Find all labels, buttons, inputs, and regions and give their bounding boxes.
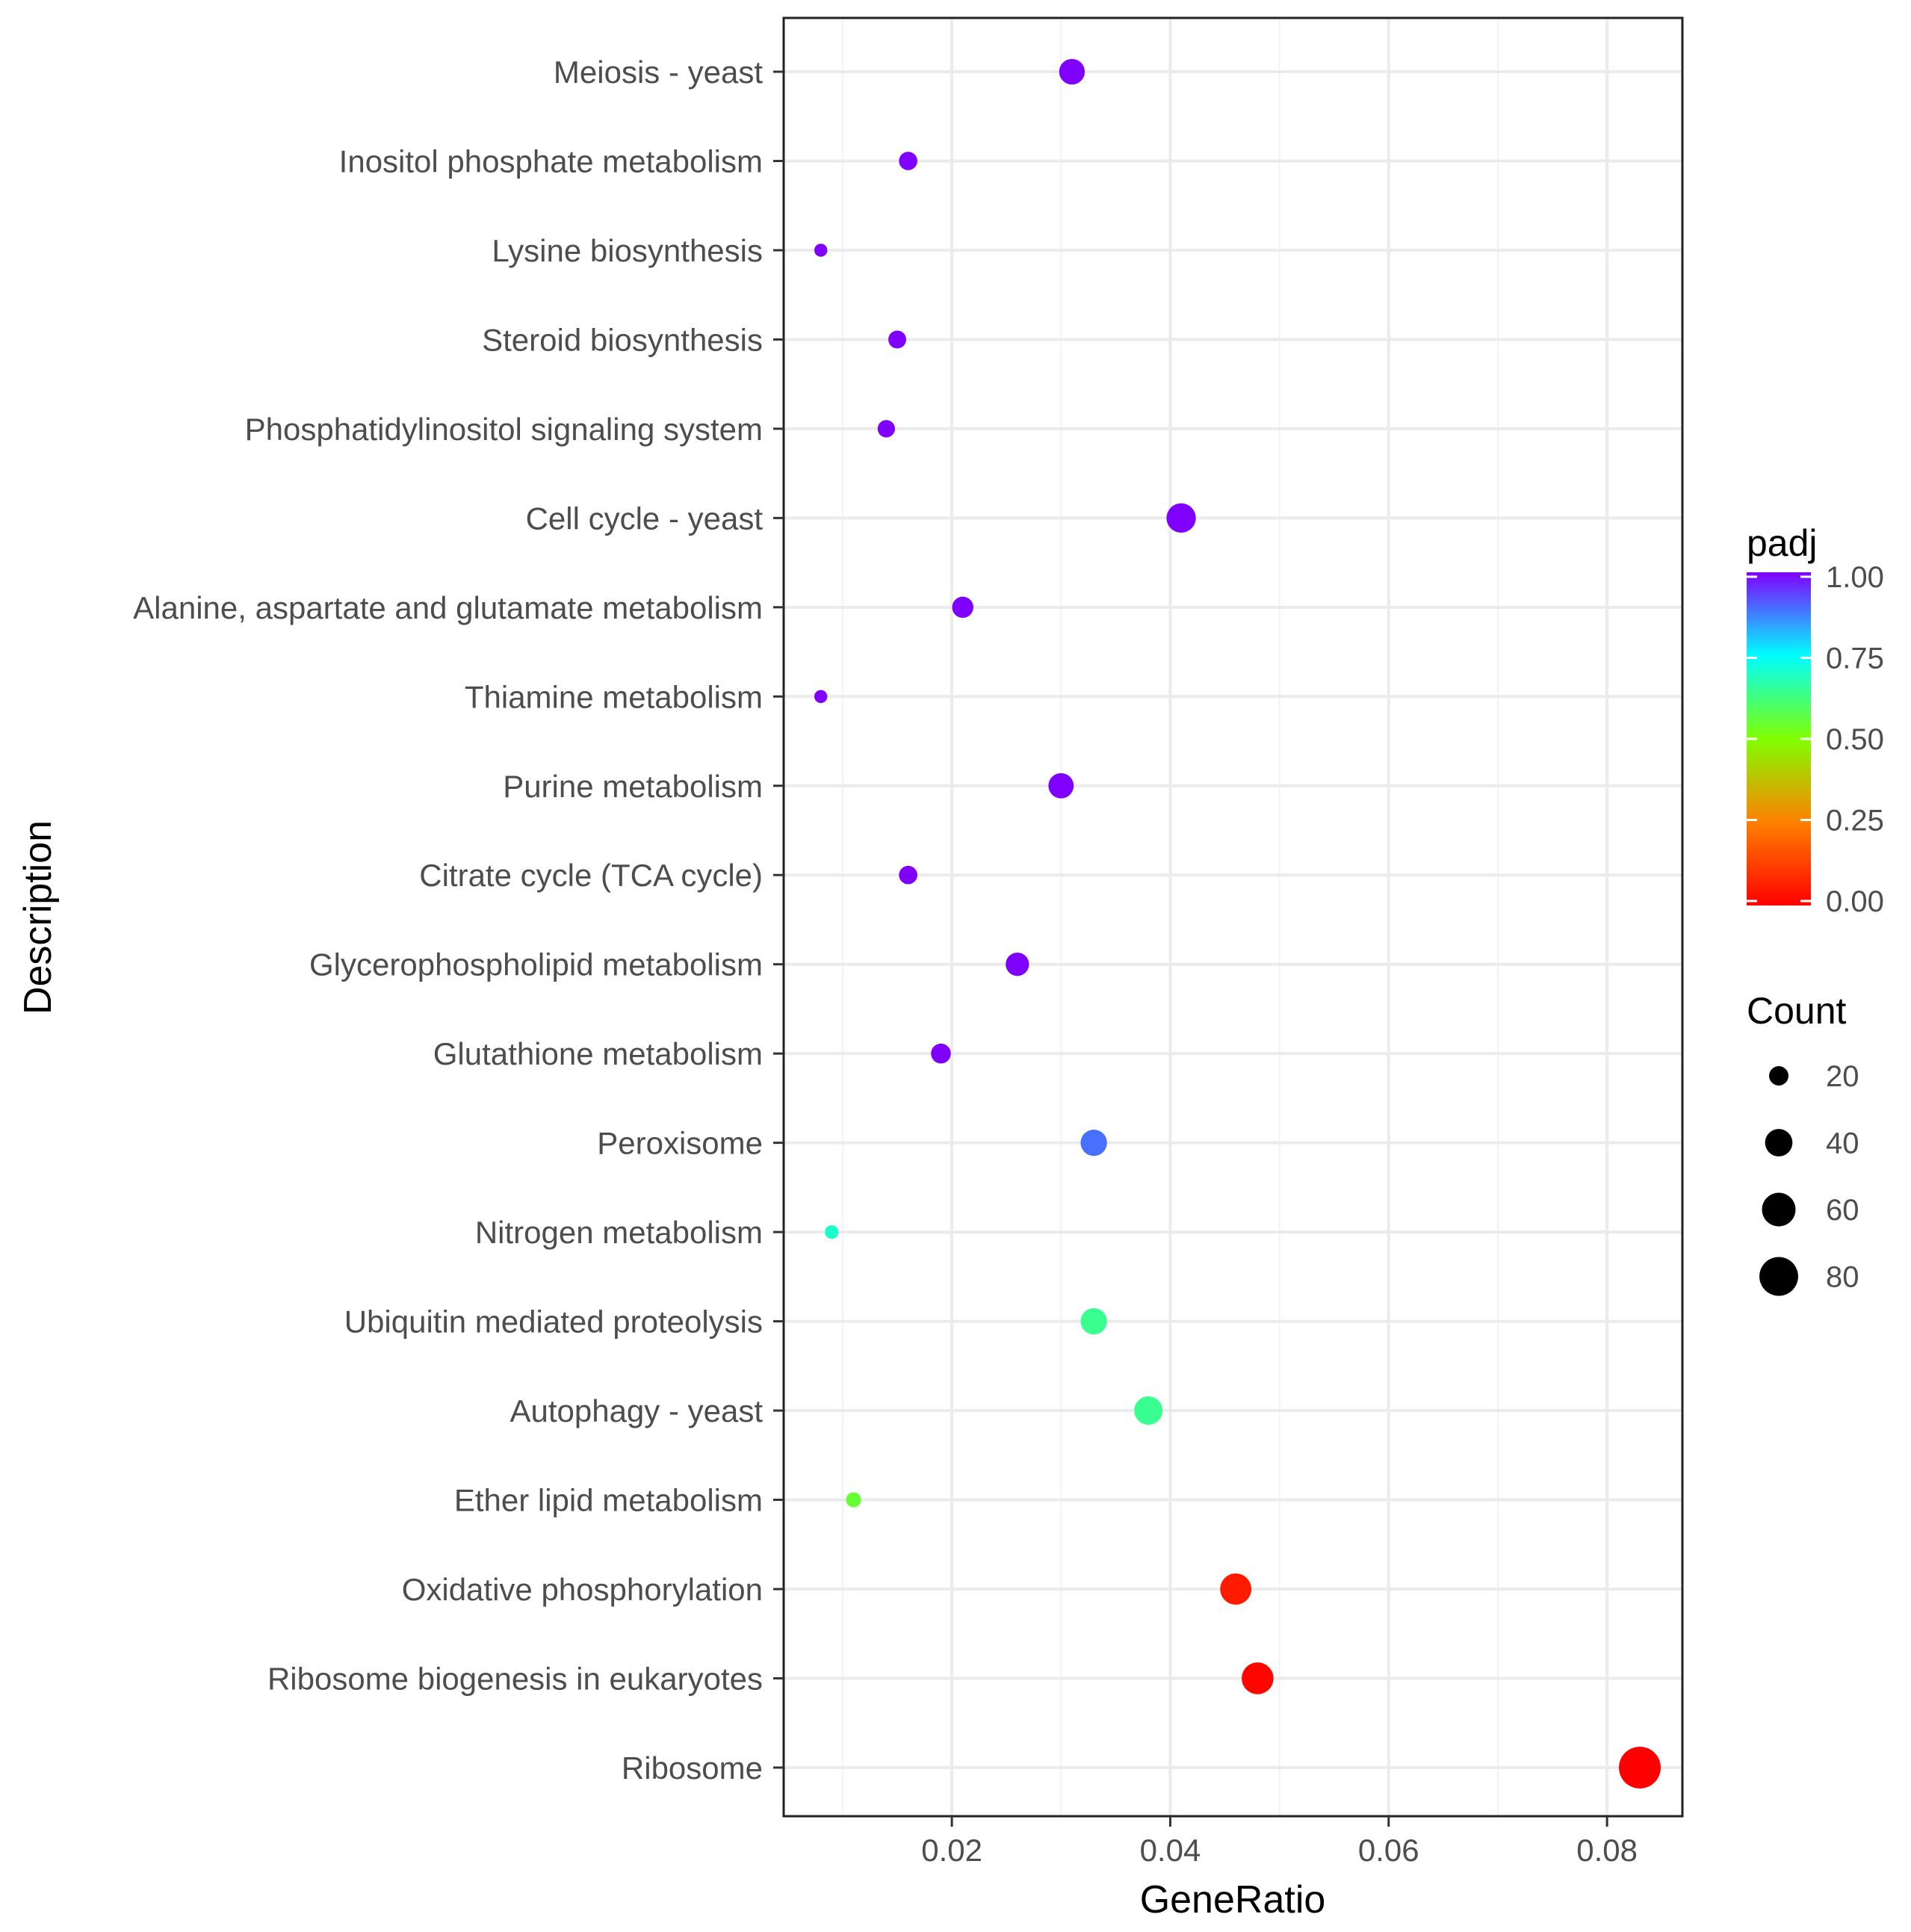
x-tick-label: 0.04 bbox=[1140, 1833, 1201, 1868]
y-tick-label: Meiosis - yeast bbox=[554, 55, 763, 90]
data-point bbox=[888, 330, 906, 348]
y-tick-label: Peroxisome bbox=[597, 1126, 763, 1161]
x-tick-label: 0.06 bbox=[1358, 1833, 1419, 1868]
y-tick-label: Oxidative phosphorylation bbox=[402, 1572, 763, 1607]
padj-legend-label: 1.00 bbox=[1826, 561, 1884, 594]
y-tick-label: Citrate cycle (TCA cycle) bbox=[419, 858, 763, 893]
padj-legend-title: padj bbox=[1747, 522, 1818, 564]
data-point bbox=[899, 866, 917, 885]
y-tick-label: Phosphatidylinositol signaling system bbox=[245, 412, 763, 447]
data-point bbox=[899, 152, 917, 170]
y-tick-label: Lysine biosynthesis bbox=[492, 233, 763, 268]
y-tick-label: Autophagy - yeast bbox=[510, 1393, 763, 1428]
y-tick-label: Alanine, aspartate and glutamate metabol… bbox=[133, 590, 763, 625]
x-axis-title: GeneRatio bbox=[1140, 1878, 1326, 1922]
data-point bbox=[1080, 1130, 1106, 1156]
y-tick-label: Ribosome bbox=[622, 1750, 763, 1786]
y-axis-title: Description bbox=[16, 820, 60, 1015]
data-point bbox=[1166, 504, 1195, 533]
data-point bbox=[1220, 1573, 1251, 1605]
count-legend-key bbox=[1759, 1257, 1798, 1296]
data-point bbox=[1242, 1662, 1274, 1694]
padj-legend-label: 0.00 bbox=[1826, 885, 1884, 918]
data-point bbox=[825, 1225, 838, 1239]
data-point bbox=[1619, 1747, 1661, 1789]
y-tick-label: Steroid biosynthesis bbox=[482, 322, 763, 357]
data-point bbox=[878, 420, 895, 437]
plot-panel bbox=[784, 18, 1682, 1816]
padj-legend-label: 0.25 bbox=[1826, 805, 1884, 837]
y-tick-label: Glycerophospholipid metabolism bbox=[309, 947, 763, 982]
data-point bbox=[1006, 953, 1029, 976]
y-tick-label: Ether lipid metabolism bbox=[454, 1483, 763, 1518]
y-tick-label: Thiamine metabolism bbox=[465, 679, 763, 714]
count-legend-label: 20 bbox=[1826, 1060, 1859, 1093]
dot-plot-chart: Meiosis - yeast Inositol phosphate metabo… bbox=[0, 0, 1911, 1932]
x-tick-label: 0.02 bbox=[921, 1833, 982, 1868]
padj-legend-label: 0.75 bbox=[1826, 643, 1884, 675]
data-point bbox=[1134, 1396, 1162, 1425]
data-point bbox=[1080, 1308, 1106, 1334]
y-tick-label: Nitrogen metabolism bbox=[475, 1215, 763, 1250]
y-tick-label: Purine metabolism bbox=[503, 769, 763, 804]
data-point bbox=[846, 1492, 861, 1507]
count-legend-key bbox=[1765, 1129, 1793, 1157]
data-point bbox=[1059, 59, 1085, 84]
x-tick-label: 0.08 bbox=[1576, 1833, 1638, 1868]
y-tick-label: Ubiquitin mediated proteolysis bbox=[344, 1304, 763, 1340]
y-tick-label: Ribosome biogenesis in eukaryotes bbox=[267, 1661, 763, 1696]
data-point bbox=[1048, 773, 1074, 799]
y-tick-label: Cell cycle - yeast bbox=[526, 501, 764, 536]
count-legend-key bbox=[1762, 1193, 1796, 1227]
data-point bbox=[953, 597, 973, 618]
y-tick-label: Inositol phosphate metabolism bbox=[339, 143, 763, 179]
data-point bbox=[814, 244, 827, 256]
count-legend-key bbox=[1769, 1066, 1788, 1086]
count-legend-label: 40 bbox=[1826, 1127, 1859, 1160]
padj-legend-label: 0.50 bbox=[1826, 723, 1884, 756]
data-point bbox=[814, 690, 827, 703]
count-legend-title: Count bbox=[1747, 990, 1847, 1032]
data-point bbox=[931, 1044, 951, 1064]
count-legend-label: 80 bbox=[1826, 1261, 1859, 1294]
count-legend-label: 60 bbox=[1826, 1194, 1859, 1227]
y-tick-label: Glutathione metabolism bbox=[433, 1036, 763, 1071]
